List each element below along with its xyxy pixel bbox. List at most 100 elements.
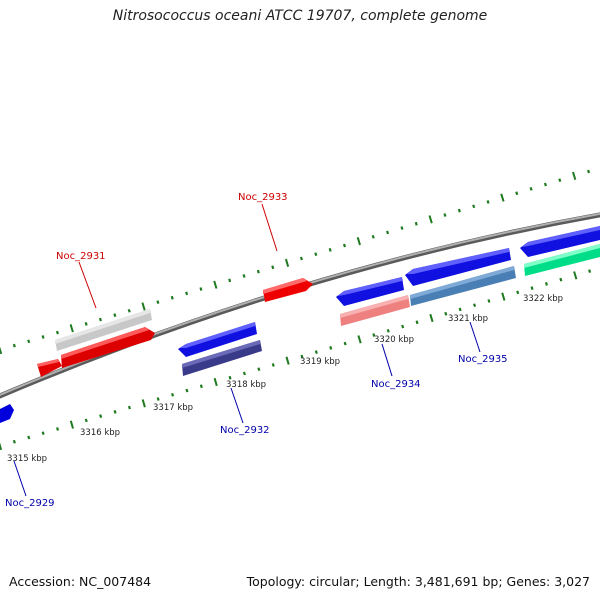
minor-tick bbox=[386, 328, 390, 333]
minor-tick bbox=[487, 299, 491, 303]
gene-feature[interactable] bbox=[55, 309, 152, 351]
gene-label-leader bbox=[261, 203, 278, 252]
kbp-label: 3318 kbp bbox=[226, 380, 266, 390]
gene-feature[interactable] bbox=[178, 322, 257, 357]
minor-tick bbox=[271, 265, 275, 270]
minor-tick bbox=[156, 300, 160, 304]
minor-tick bbox=[171, 392, 175, 397]
major-tick bbox=[357, 335, 362, 344]
minor-tick bbox=[299, 256, 303, 261]
minor-tick bbox=[271, 363, 275, 367]
forward-tick-track bbox=[0, 169, 591, 355]
major-tick bbox=[69, 324, 74, 333]
minor-tick bbox=[444, 311, 448, 316]
minor-tick bbox=[27, 339, 31, 344]
kbp-label: 3319 kbp bbox=[300, 357, 340, 367]
minor-tick bbox=[41, 431, 45, 436]
minor-tick bbox=[372, 333, 376, 337]
minor-tick bbox=[228, 278, 232, 283]
gene-label[interactable]: Noc_2933 bbox=[238, 192, 288, 203]
minor-tick bbox=[486, 200, 490, 204]
minor-tick bbox=[343, 341, 347, 346]
minor-tick bbox=[400, 226, 404, 230]
genome-backbone-highlight bbox=[0, 212, 600, 396]
minor-tick bbox=[12, 439, 16, 444]
minor-tick bbox=[329, 345, 333, 350]
minor-tick bbox=[242, 371, 246, 376]
major-tick bbox=[141, 399, 146, 408]
minor-tick bbox=[113, 409, 117, 414]
map-title: Nitrosococcus oceani ATCC 19707, complet… bbox=[112, 8, 488, 24]
minor-tick bbox=[473, 303, 477, 308]
gene-feature[interactable] bbox=[182, 340, 262, 376]
gene-label-leader bbox=[13, 460, 27, 497]
gene-feature[interactable] bbox=[0, 404, 14, 423]
gene-label[interactable]: Noc_2934 bbox=[371, 379, 421, 390]
gene-label[interactable]: Noc_2929 bbox=[5, 498, 55, 509]
gene-label-leader bbox=[469, 321, 481, 353]
major-tick bbox=[356, 237, 361, 246]
major-tick bbox=[284, 258, 290, 267]
gene-feature[interactable] bbox=[405, 248, 511, 286]
minor-tick bbox=[457, 208, 461, 213]
minor-tick bbox=[185, 388, 189, 393]
major-tick bbox=[0, 346, 3, 355]
minor-tick bbox=[300, 354, 304, 359]
gene-feature[interactable] bbox=[520, 226, 600, 257]
minor-tick bbox=[443, 213, 447, 217]
gene-feature[interactable] bbox=[410, 266, 516, 306]
minor-tick bbox=[516, 290, 520, 295]
minor-tick bbox=[170, 295, 174, 300]
gene-label-leader bbox=[78, 261, 97, 309]
gene-feature[interactable] bbox=[336, 277, 404, 306]
major-tick bbox=[0, 442, 3, 451]
gene-feature[interactable] bbox=[524, 244, 600, 276]
minor-tick bbox=[41, 335, 45, 339]
kbp-label: 3320 kbp bbox=[374, 335, 414, 345]
gene-feature[interactable] bbox=[340, 295, 410, 326]
gene-feature[interactable] bbox=[37, 359, 62, 377]
major-tick bbox=[213, 280, 218, 289]
kbp-label: 3322 kbp bbox=[523, 294, 563, 304]
major-tick bbox=[69, 420, 74, 429]
gene-label[interactable]: Noc_2935 bbox=[458, 354, 508, 365]
gene-feature[interactable] bbox=[263, 278, 313, 302]
gene-feature[interactable] bbox=[61, 327, 155, 368]
minor-tick bbox=[544, 281, 548, 286]
minor-tick bbox=[242, 274, 246, 278]
genome-summary-text: Topology: circular; Length: 3,481,691 bp… bbox=[246, 574, 590, 589]
minor-tick bbox=[55, 330, 59, 335]
minor-tick bbox=[587, 169, 591, 174]
minor-tick bbox=[228, 375, 232, 380]
minor-tick bbox=[328, 247, 332, 252]
minor-tick bbox=[12, 343, 16, 348]
minor-tick bbox=[27, 435, 31, 440]
minor-tick bbox=[185, 291, 189, 296]
minor-tick bbox=[559, 277, 563, 282]
genome-backbone bbox=[0, 212, 600, 399]
major-tick bbox=[428, 215, 433, 224]
major-tick bbox=[573, 271, 578, 280]
minor-tick bbox=[458, 307, 462, 312]
gene-label[interactable]: Noc_2932 bbox=[220, 425, 270, 436]
accession-text: Accession: NC_007484 bbox=[9, 574, 152, 589]
minor-tick bbox=[199, 287, 203, 291]
minor-tick bbox=[529, 187, 533, 191]
minor-tick bbox=[371, 234, 375, 239]
minor-tick bbox=[127, 405, 131, 410]
major-tick bbox=[141, 302, 146, 311]
minor-tick bbox=[257, 367, 261, 372]
minor-tick bbox=[588, 269, 592, 273]
minor-tick bbox=[84, 321, 88, 326]
gene-label[interactable]: Noc_2931 bbox=[56, 251, 106, 262]
kbp-label: 3317 kbp bbox=[153, 403, 193, 413]
minor-tick bbox=[199, 384, 203, 389]
minor-tick bbox=[84, 418, 88, 423]
gene-label-leader bbox=[230, 387, 244, 424]
minor-tick bbox=[113, 313, 117, 318]
minor-tick bbox=[314, 252, 318, 257]
major-tick bbox=[572, 171, 577, 180]
kbp-label: 3321 kbp bbox=[448, 314, 488, 324]
reverse-tick-track bbox=[0, 269, 592, 451]
